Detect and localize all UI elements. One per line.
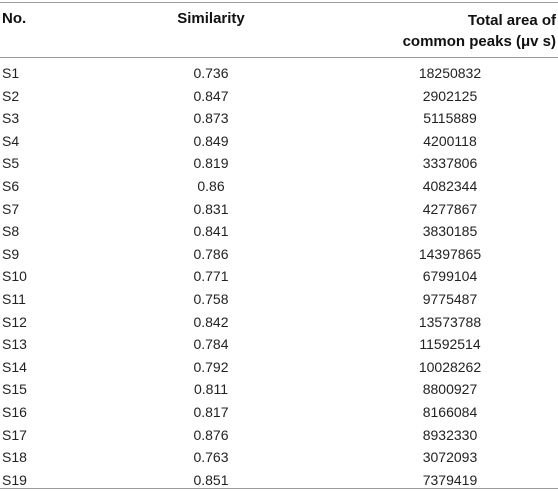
header-total-area-line2: common peaks (μv s) [402, 33, 556, 50]
header-no: No. [2, 10, 27, 27]
table-row: S14 0.792 10028262 [0, 356, 558, 379]
cell-similarity: 0.811 [194, 381, 228, 398]
cell-similarity: 0.817 [193, 403, 229, 420]
cell-total-area: 18250832 [418, 65, 482, 81]
cell-similarity: 0.736 [193, 65, 229, 81]
cell-similarity: 0.842 [193, 313, 229, 330]
table-row: S13 0.784 11592514 [0, 333, 558, 356]
table-row: S17 0.876 8932330 [0, 424, 558, 447]
cell-no: S8 [2, 223, 20, 240]
cell-total-area: 11592514 [419, 336, 481, 353]
table-row: S15 0.811 8800927 [0, 378, 558, 401]
header-total-area: Total area of common peaks (μv s) [376, 10, 556, 52]
cell-no: S9 [2, 245, 20, 262]
cell-similarity: 0.771 [193, 268, 229, 285]
cell-no: S12 [2, 313, 27, 330]
cell-similarity: 0.763 [193, 449, 229, 466]
table-row: S11 0.758 9775487 [0, 288, 558, 311]
cell-similarity: 0.792 [193, 358, 229, 375]
cell-no: S7 [2, 200, 20, 217]
cell-no: S17 [2, 426, 27, 443]
table-row: S8 0.841 3830185 [0, 220, 558, 243]
table-body: S1 0.736 18250832 S2 0.847 2902125 S3 0.873 5115… [0, 62, 558, 491]
cell-no: S1 [2, 65, 20, 81]
cell-total-area: 6799104 [422, 268, 478, 285]
table-row: S6 0.86 4082344 [0, 175, 558, 198]
cell-no: S16 [2, 403, 27, 420]
cell-total-area: 2902125 [422, 87, 478, 104]
cell-total-area: 8932330 [422, 426, 478, 443]
cell-similarity: 0.831 [193, 200, 229, 217]
cell-total-area: 3337806 [422, 155, 478, 172]
cell-no: S18 [2, 449, 27, 466]
table-row: S12 0.842 13573788 [0, 311, 558, 334]
table-row: S7 0.831 4277867 [0, 198, 558, 221]
cell-no: S10 [2, 268, 27, 285]
cell-total-area: 13573788 [418, 313, 482, 330]
cell-similarity: 0.851 [193, 471, 229, 488]
cell-total-area: 7379419 [422, 471, 478, 488]
cell-similarity: 0.873 [193, 110, 229, 127]
cell-no: S11 [2, 290, 26, 307]
cell-no: S19 [2, 471, 27, 488]
cell-total-area: 10028262 [418, 358, 482, 375]
table-row: S5 0.819 3337806 [0, 152, 558, 175]
cell-total-area: 9775487 [422, 290, 478, 307]
cell-similarity: 0.847 [193, 87, 229, 104]
table-row: S4 0.849 4200118 [0, 130, 558, 153]
cell-similarity: 0.758 [193, 290, 229, 307]
table-row: S3 0.873 5115889 [0, 107, 558, 130]
cell-similarity: 0.841 [193, 223, 229, 240]
cell-total-area: 5115889 [423, 110, 477, 127]
cell-similarity: 0.784 [193, 336, 229, 353]
table-bottom-rule [0, 488, 558, 489]
header-total-area-line1: Total area of [467, 12, 556, 29]
cell-similarity: 0.819 [193, 155, 229, 172]
cell-no: S5 [2, 155, 20, 172]
cell-similarity: 0.849 [193, 132, 229, 149]
table-row: S19 0.851 7379419 [0, 469, 558, 491]
cell-total-area: 3830185 [422, 223, 478, 240]
table-row: S10 0.771 6799104 [0, 265, 558, 288]
cell-total-area: 14397865 [418, 245, 482, 262]
cell-no: S2 [2, 87, 20, 104]
cell-no: S3 [2, 110, 20, 127]
cell-similarity: 0.786 [193, 245, 229, 262]
header-similarity: Similarity [177, 10, 245, 27]
table-header-rule [0, 57, 558, 58]
table-row: S9 0.786 14397865 [0, 243, 558, 266]
cell-similarity: 0.86 [197, 177, 225, 194]
table-header: No. Similarity Total area of common peak… [0, 0, 558, 57]
cell-no: S13 [2, 336, 27, 353]
table-row: S18 0.763 3072093 [0, 446, 558, 469]
cell-no: S14 [2, 358, 27, 375]
table-row: S1 0.736 18250832 [0, 62, 558, 85]
cell-total-area: 8800927 [422, 381, 478, 398]
cell-total-area: 4082344 [422, 177, 478, 194]
cell-total-area: 4277867 [422, 200, 478, 217]
cell-total-area: 3072093 [422, 449, 478, 466]
cell-total-area: 4200118 [423, 132, 477, 149]
table-row: S16 0.817 8166084 [0, 401, 558, 424]
table-row: S2 0.847 2902125 [0, 85, 558, 108]
cell-similarity: 0.876 [193, 426, 229, 443]
cell-no: S15 [2, 381, 27, 398]
table-top-rule [0, 2, 558, 3]
cell-no: S6 [2, 177, 20, 194]
cell-total-area: 8166084 [422, 403, 478, 420]
cell-no: S4 [2, 132, 20, 149]
